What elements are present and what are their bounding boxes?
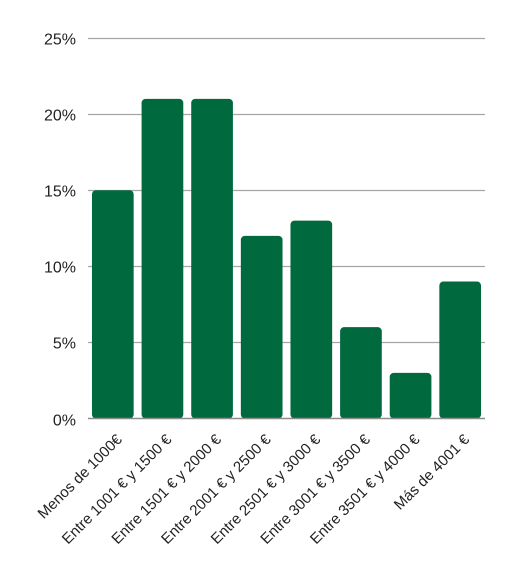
bar-1 [91,190,134,419]
bar-5 [290,220,333,419]
y-tick-label: 15% [44,184,76,201]
y-tick-label: 5% [53,336,76,353]
bar-7 [389,372,432,419]
y-tick-label: 0% [53,413,76,430]
x-axis-tick-labels: Menos de 1000€Entre 1001 € y 1500 €Entre… [35,431,474,548]
bar-8 [439,281,482,419]
bar-6 [340,327,382,419]
y-tick-label: 10% [44,260,76,277]
bar-2 [141,98,184,419]
y-tick-label: 25% [44,32,76,49]
y-axis-tick-labels: 0% 5% 10% 15% 20% 25% [44,32,76,430]
bar-3 [191,98,233,419]
bar-4 [240,235,283,419]
bars [91,98,482,419]
y-tick-label: 20% [44,108,76,125]
x-tick-label: Menos de 1000€ [35,431,127,523]
